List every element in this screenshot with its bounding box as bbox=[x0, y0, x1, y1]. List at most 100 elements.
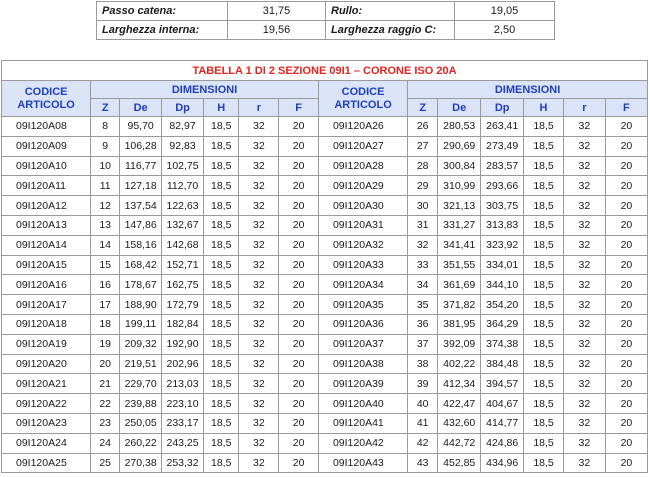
table-row: 09I120A17 17 188,90 172,79 18,5 32 20 09I120A35… bbox=[0, 294, 649, 315]
dimension-cell: 32 bbox=[238, 135, 280, 157]
dimension-cell: 32 bbox=[238, 353, 280, 375]
dimension-cell: 18,5 bbox=[202, 373, 240, 395]
article-code-cell: 09I120A29 bbox=[317, 175, 409, 197]
dimension-cell: 32 bbox=[238, 234, 280, 256]
dimension-cell: 32 bbox=[238, 195, 280, 216]
table-row: 09I120A25 25 270,38 253,32 18,5 32 20 09I120A43… bbox=[0, 452, 649, 474]
dimension-cell: 122,63 bbox=[161, 195, 204, 216]
dimension-cell: 243,25 bbox=[161, 432, 204, 454]
article-code-cell: 09I120A33 bbox=[317, 254, 409, 276]
dimension-cell: 26 bbox=[407, 116, 439, 137]
dimension-cell: 18,5 bbox=[202, 155, 240, 177]
column-header-h: H bbox=[202, 98, 240, 117]
dimension-cell: 8 bbox=[90, 116, 121, 137]
table-row: 09I120A19 19 209,32 192,90 18,5 32 20 09I120A37… bbox=[0, 333, 649, 355]
dimension-cell: 313,83 bbox=[480, 214, 525, 236]
article-code-cell: 09I120A39 bbox=[317, 373, 409, 395]
dimension-cell: 18,5 bbox=[202, 274, 240, 296]
dimension-cell: 158,16 bbox=[119, 234, 163, 256]
article-code-cell: 09I120A13 bbox=[0, 214, 92, 236]
article-code-cell: 09I120A25 bbox=[0, 452, 92, 474]
table-row: 09I120A11 11 127,18 112,70 18,5 32 20 09I120A29… bbox=[0, 175, 649, 197]
table-row: 09I120A13 13 147,86 132,67 18,5 32 20 09I120A31… bbox=[0, 214, 649, 236]
dimension-cell: 32 bbox=[562, 313, 606, 335]
param-label: Larghezza raggio C: bbox=[325, 20, 455, 40]
dimension-cell: 20 bbox=[278, 412, 319, 434]
dimension-cell: 424,86 bbox=[480, 432, 525, 454]
dimension-cell: 18,5 bbox=[523, 116, 564, 137]
dimension-cell: 30 bbox=[407, 195, 439, 216]
dimension-cell: 32 bbox=[562, 116, 606, 137]
dimension-cell: 280,53 bbox=[437, 116, 482, 137]
dimension-cell: 18,5 bbox=[202, 412, 240, 434]
dimension-cell: 32 bbox=[562, 195, 606, 216]
dimension-cell: 182,84 bbox=[161, 313, 204, 335]
dimension-cell: 40 bbox=[407, 393, 439, 414]
dimension-cell: 18,5 bbox=[523, 393, 564, 414]
table-row: 09I120A14 14 158,16 142,68 18,5 32 20 09I120A32… bbox=[0, 234, 649, 256]
dimension-cell: 209,32 bbox=[119, 333, 163, 355]
dimension-cell: 127,18 bbox=[119, 175, 163, 197]
dimension-cell: 20 bbox=[278, 333, 319, 355]
dimension-cell: 283,57 bbox=[480, 155, 525, 177]
param-value: 19,05 bbox=[454, 1, 555, 21]
dimension-cell: 18,5 bbox=[202, 393, 240, 414]
dimension-cell: 25 bbox=[90, 452, 121, 474]
dimension-cell: 20 bbox=[604, 135, 649, 157]
dimension-cell: 20 bbox=[278, 373, 319, 395]
dimension-cell: 293,66 bbox=[480, 175, 525, 197]
dimension-cell: 23 bbox=[90, 412, 121, 434]
table-row: 09I120A20 20 219,51 202,96 18,5 32 20 09I120A38… bbox=[0, 353, 649, 375]
dimension-cell: 32 bbox=[238, 155, 280, 177]
dimension-cell: 20 bbox=[604, 234, 649, 256]
dimension-cell: 18,5 bbox=[202, 116, 240, 137]
param-value: 31,75 bbox=[227, 1, 326, 21]
dimension-cell: 394,57 bbox=[480, 373, 525, 395]
dimension-cell: 10 bbox=[90, 155, 121, 177]
dimension-cell: 41 bbox=[407, 412, 439, 434]
dimension-cell: 38 bbox=[407, 353, 439, 375]
table-row: 09I120A18 18 199,11 182,84 18,5 32 20 09I120A36… bbox=[0, 313, 649, 335]
dimension-cell: 20 bbox=[604, 214, 649, 236]
dimension-cell: 132,67 bbox=[161, 214, 204, 236]
dimension-cell: 32 bbox=[562, 214, 606, 236]
dimension-cell: 147,86 bbox=[119, 214, 163, 236]
dimension-cell: 32 bbox=[562, 412, 606, 434]
article-code-cell: 09I120A41 bbox=[317, 412, 409, 434]
dimension-cell: 20 bbox=[278, 214, 319, 236]
dimension-cell: 20 bbox=[604, 353, 649, 375]
dimension-cell: 137,54 bbox=[119, 195, 163, 216]
dimension-cell: 32 bbox=[562, 452, 606, 474]
column-header-dp: Dp bbox=[161, 98, 204, 117]
dimension-cell: 32 bbox=[562, 155, 606, 177]
dimension-cell: 341,41 bbox=[437, 234, 482, 256]
dimension-cell: 354,20 bbox=[480, 294, 525, 315]
dimension-cell: 32 bbox=[562, 274, 606, 296]
dimension-cell: 39 bbox=[407, 373, 439, 395]
dimension-cell: 18,5 bbox=[523, 155, 564, 177]
dimension-cell: 202,96 bbox=[161, 353, 204, 375]
code-header-right: CODICE ARTICOLO bbox=[317, 80, 409, 117]
dimension-cell: 374,38 bbox=[480, 333, 525, 355]
dimension-cell: 32 bbox=[562, 234, 606, 256]
dimension-cell: 32 bbox=[562, 254, 606, 276]
dimension-cell: 18,5 bbox=[202, 313, 240, 335]
article-code-cell: 09I120A30 bbox=[317, 195, 409, 216]
dimension-cell: 20 bbox=[278, 254, 319, 276]
dimension-cell: 18,5 bbox=[523, 313, 564, 335]
dimension-cell: 27 bbox=[407, 135, 439, 157]
dimension-cell: 18,5 bbox=[202, 353, 240, 375]
table-row: 09I120A16 16 178,67 162,75 18,5 32 20 09I120A34… bbox=[0, 274, 649, 296]
dimension-cell: 351,55 bbox=[437, 254, 482, 276]
dimension-cell: 32 bbox=[562, 333, 606, 355]
table-row: 09I120A12 12 137,54 122,63 18,5 32 20 09I120A30… bbox=[0, 195, 649, 216]
dimension-cell: 20 bbox=[278, 175, 319, 197]
article-code-cell: 09I120A19 bbox=[0, 333, 92, 355]
dimension-cell: 412,34 bbox=[437, 373, 482, 395]
dimension-cell: 323,92 bbox=[480, 234, 525, 256]
dimension-cell: 20 bbox=[278, 116, 319, 137]
column-header-f: F bbox=[278, 98, 319, 117]
dimension-cell: 229,70 bbox=[119, 373, 163, 395]
dimension-cell: 20 bbox=[604, 373, 649, 395]
article-code-cell: 09I120A24 bbox=[0, 432, 92, 454]
